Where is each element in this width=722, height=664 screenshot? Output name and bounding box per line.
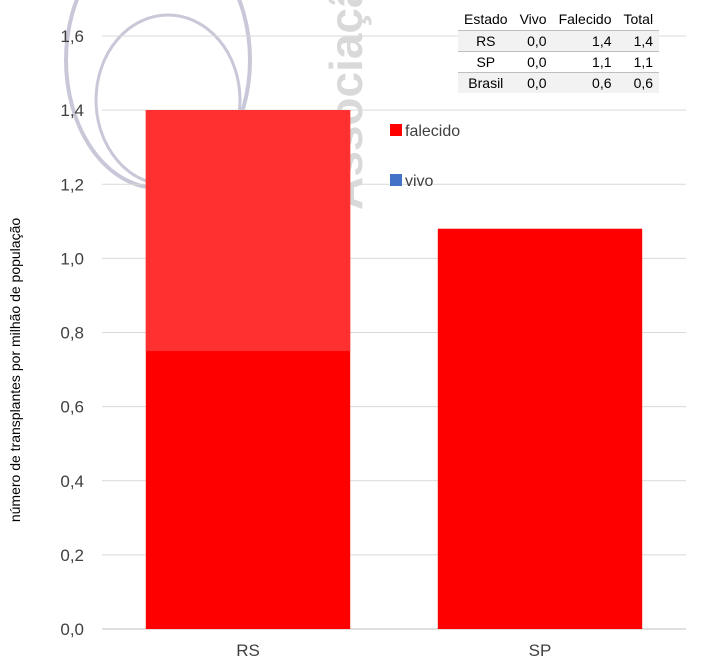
table-row: RS 0,0 1,4 1,4 bbox=[458, 30, 660, 52]
legend: falecido vivo bbox=[390, 123, 460, 190]
table-cell-total: 1,1 bbox=[617, 51, 660, 73]
table-row: SP 0,0 1,1 1,1 bbox=[458, 51, 660, 73]
y-axis-label: número de transplantes por milhão de pop… bbox=[7, 218, 23, 523]
table-header-falecido: Falecido bbox=[558, 11, 612, 27]
table-row: Brasil 0,0 0,6 0,6 bbox=[458, 72, 660, 93]
table-header-row: Estado Vivo Falecido Total bbox=[458, 8, 659, 31]
legend-swatch-vivo bbox=[390, 174, 402, 186]
table-cell-state: SP bbox=[458, 51, 514, 73]
bars bbox=[145, 110, 643, 629]
bar-highlight-RS bbox=[145, 110, 351, 352]
table-cell-vivo: 0,0 bbox=[513, 30, 553, 52]
y-axis-ticks: 0,0 0,2 0,4 0,6 0,8 1,0 1,2 1,4 1,6 bbox=[60, 27, 84, 639]
table-cell-vivo: 0,0 bbox=[513, 72, 553, 93]
y-tick-label: 1,2 bbox=[60, 175, 84, 194]
data-table: Estado Vivo Falecido Total RS 0,0 1,4 1,… bbox=[458, 8, 660, 93]
y-tick-label: 1,4 bbox=[60, 101, 84, 120]
table-cell-state: Brasil bbox=[458, 72, 514, 93]
y-tick-label: 1,6 bbox=[60, 27, 84, 46]
table-header-vivo: Vivo bbox=[519, 11, 547, 27]
table-header-total: Total bbox=[623, 11, 654, 27]
x-axis-labels: RS SP bbox=[236, 641, 551, 660]
table-header-estado: Estado bbox=[464, 11, 508, 27]
bar-SP-falecido bbox=[437, 228, 643, 629]
y-tick-label: 0,0 bbox=[60, 620, 84, 639]
legend-label-falecido: falecido bbox=[405, 123, 460, 140]
y-tick-label: 0,8 bbox=[60, 324, 84, 343]
table-cell-total: 0,6 bbox=[617, 72, 660, 93]
table-cell-falecido: 0,6 bbox=[552, 72, 618, 93]
legend-label-vivo: vivo bbox=[405, 173, 434, 190]
table-cell-falecido: 1,1 bbox=[552, 51, 618, 73]
x-tick-label: SP bbox=[529, 641, 552, 660]
x-tick-label: RS bbox=[236, 641, 260, 660]
y-tick-label: 1,0 bbox=[60, 249, 84, 268]
table-cell-state: RS bbox=[458, 30, 514, 52]
y-tick-label: 0,6 bbox=[60, 398, 84, 417]
table-cell-vivo: 0,0 bbox=[513, 51, 553, 73]
legend-swatch-falecido bbox=[390, 124, 402, 136]
y-tick-label: 0,4 bbox=[60, 472, 84, 491]
y-tick-label: 0,2 bbox=[60, 546, 84, 565]
table-cell-total: 1,4 bbox=[617, 30, 660, 52]
table-cell-falecido: 1,4 bbox=[552, 30, 618, 52]
